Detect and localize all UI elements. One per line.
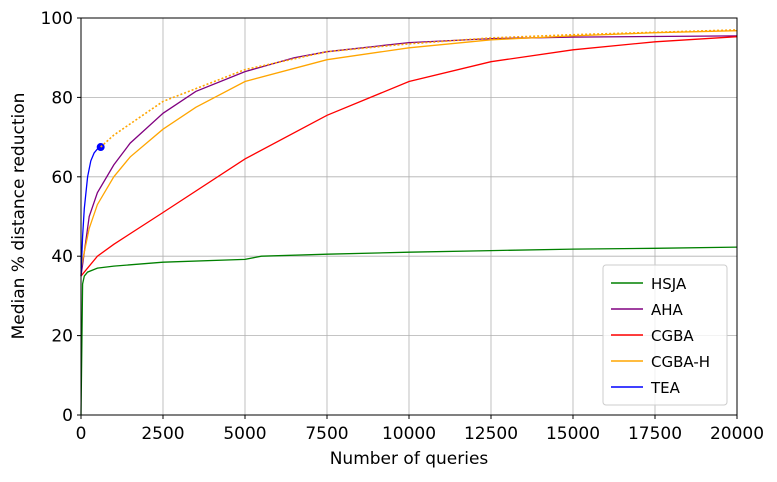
y-tick-label: 40 bbox=[51, 247, 73, 267]
x-tick-label: 15000 bbox=[546, 424, 600, 444]
y-tick-label: 20 bbox=[51, 327, 73, 347]
y-tick-label: 60 bbox=[51, 168, 73, 188]
y-tick-label: 80 bbox=[51, 88, 73, 108]
y-tick-label: 100 bbox=[41, 9, 73, 29]
series-line bbox=[80, 30, 738, 269]
x-tick-label: 10000 bbox=[382, 424, 436, 444]
y-axis-label: Median % distance reduction bbox=[9, 93, 29, 340]
plot-frame bbox=[80, 17, 738, 416]
series-line bbox=[100, 29, 738, 148]
series-line bbox=[80, 146, 102, 277]
x-tick-label: 17500 bbox=[628, 424, 682, 444]
x-axis-label: Number of queries bbox=[330, 449, 489, 469]
legend-box bbox=[602, 264, 728, 406]
legend-label: CGBA bbox=[651, 327, 694, 345]
series-line bbox=[80, 246, 738, 416]
x-tick-label: 2500 bbox=[141, 424, 184, 444]
y-tick-label: 0 bbox=[62, 406, 73, 426]
legend-label: CGBA-H bbox=[651, 353, 710, 371]
end-marker bbox=[96, 143, 105, 152]
legend-label: AHA bbox=[651, 301, 684, 319]
x-tick-label: 7500 bbox=[305, 424, 348, 444]
legend-label: TEA bbox=[650, 379, 681, 397]
x-tick-label: 0 bbox=[76, 424, 87, 444]
x-tick-label: 20000 bbox=[710, 424, 764, 444]
legend-label: HSJA bbox=[651, 275, 687, 293]
x-tick-label: 5000 bbox=[223, 424, 266, 444]
x-tick-label: 12500 bbox=[464, 424, 518, 444]
series-line bbox=[80, 36, 738, 277]
